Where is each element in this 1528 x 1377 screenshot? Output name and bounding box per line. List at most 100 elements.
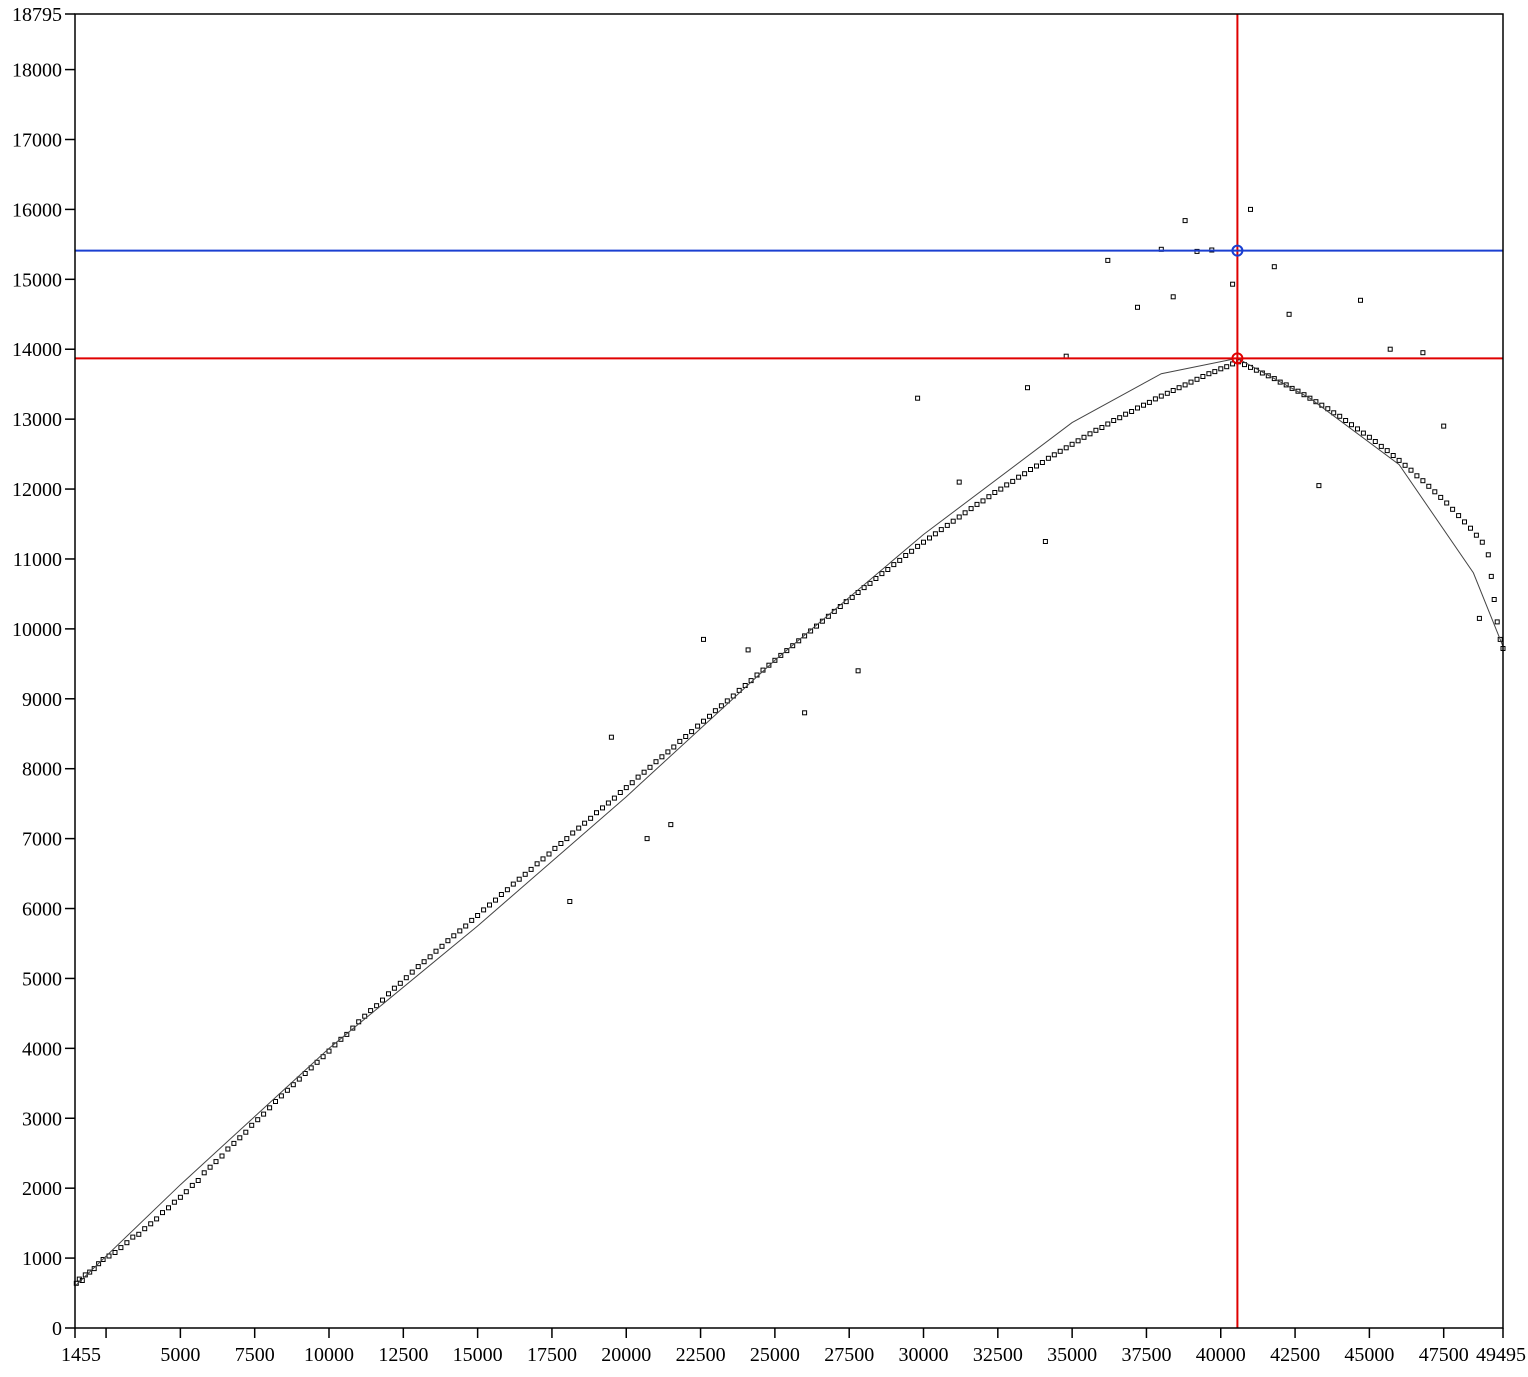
fit-curve-line	[74, 357, 1504, 1287]
data-point	[451, 933, 457, 939]
data-point	[600, 805, 605, 811]
data-point	[91, 1266, 97, 1272]
data-point	[493, 897, 498, 903]
data-point	[1105, 257, 1111, 263]
data-point	[409, 969, 415, 975]
y-tick-label: 10000	[12, 619, 62, 641]
data-point	[1045, 455, 1051, 461]
x-tick-label: 32500	[973, 1344, 1023, 1366]
data-point	[724, 698, 730, 704]
data-point	[350, 1025, 356, 1031]
data-point	[386, 991, 391, 997]
data-point	[718, 703, 724, 709]
data-point	[558, 841, 564, 846]
data-point	[1301, 392, 1307, 398]
x-tick-label: 27500	[824, 1344, 874, 1366]
data-point	[695, 723, 701, 729]
data-point	[1069, 441, 1075, 447]
data-point	[1384, 448, 1390, 454]
data-point	[1372, 439, 1378, 444]
data-point	[668, 822, 674, 828]
y-tick-label: 13000	[12, 409, 62, 431]
data-point	[445, 938, 451, 944]
data-point	[570, 830, 576, 836]
data-point	[1099, 425, 1105, 430]
x-tick-label: 42500	[1270, 1344, 1320, 1366]
data-point	[1129, 409, 1135, 414]
data-point	[243, 1129, 249, 1135]
data-point	[980, 498, 986, 504]
data-point	[481, 907, 487, 913]
data-point	[469, 917, 475, 923]
fit-curve-layer	[74, 357, 1504, 1287]
data-point	[154, 1216, 160, 1222]
data-point	[1075, 438, 1081, 444]
data-point	[1182, 382, 1188, 388]
data-point	[932, 531, 938, 537]
data-point	[1051, 452, 1057, 458]
data-point	[284, 1087, 290, 1093]
data-point	[671, 744, 677, 750]
y-tick-label: 12000	[12, 479, 62, 501]
data-point	[891, 562, 897, 568]
data-point	[183, 1189, 189, 1195]
data-point	[605, 800, 611, 806]
data-point	[130, 1234, 136, 1240]
data-point	[1111, 418, 1117, 423]
data-point	[1230, 281, 1236, 287]
data-point	[1494, 619, 1500, 625]
data-point	[166, 1205, 171, 1211]
data-point	[1022, 471, 1028, 477]
y-tick-label: 7000	[22, 829, 62, 851]
data-point	[944, 522, 950, 528]
data-point	[897, 557, 903, 563]
data-point	[1141, 402, 1146, 408]
y-tick-label: 8000	[22, 759, 62, 781]
data-point	[362, 1013, 368, 1019]
data-point	[1057, 448, 1063, 454]
data-point	[338, 1036, 344, 1042]
data-point	[225, 1146, 231, 1152]
points-layer	[73, 206, 1506, 1286]
y-tick-label: 5000	[22, 968, 62, 990]
data-point	[189, 1182, 195, 1188]
data-point	[1355, 426, 1360, 432]
data-point	[504, 887, 510, 893]
data-point	[1426, 483, 1432, 489]
x-tick-label: 35000	[1047, 1344, 1097, 1366]
data-point	[766, 662, 772, 668]
data-point	[998, 486, 1004, 492]
data-point	[487, 902, 492, 908]
data-point	[415, 964, 421, 970]
data-point	[1408, 467, 1414, 473]
data-point	[867, 580, 873, 586]
data-point	[576, 825, 582, 831]
data-point	[534, 861, 540, 867]
data-point	[1135, 405, 1140, 411]
x-tick-label: 22500	[676, 1344, 726, 1366]
data-point	[1444, 500, 1450, 506]
data-point	[677, 738, 683, 744]
data-point	[1420, 478, 1426, 484]
data-point	[421, 959, 427, 965]
data-point	[974, 501, 980, 507]
x-tick-label: 15000	[453, 1344, 503, 1366]
data-point	[1123, 411, 1129, 417]
data-point	[1170, 294, 1176, 300]
crosshair-layer	[75, 14, 1503, 1328]
data-point	[784, 648, 790, 654]
data-point	[528, 866, 534, 872]
data-point	[1194, 376, 1200, 382]
data-point	[855, 668, 861, 674]
data-point	[927, 535, 932, 541]
data-point	[1182, 218, 1188, 224]
data-point	[802, 710, 808, 716]
data-point	[814, 623, 819, 629]
y-tick-label: 17000	[12, 129, 62, 151]
data-point	[915, 543, 921, 549]
data-point	[567, 899, 573, 904]
x-tick-label: 17500	[527, 1344, 577, 1366]
x-tick-label: 20000	[601, 1344, 651, 1366]
data-point	[433, 948, 439, 954]
data-point	[1485, 552, 1491, 558]
